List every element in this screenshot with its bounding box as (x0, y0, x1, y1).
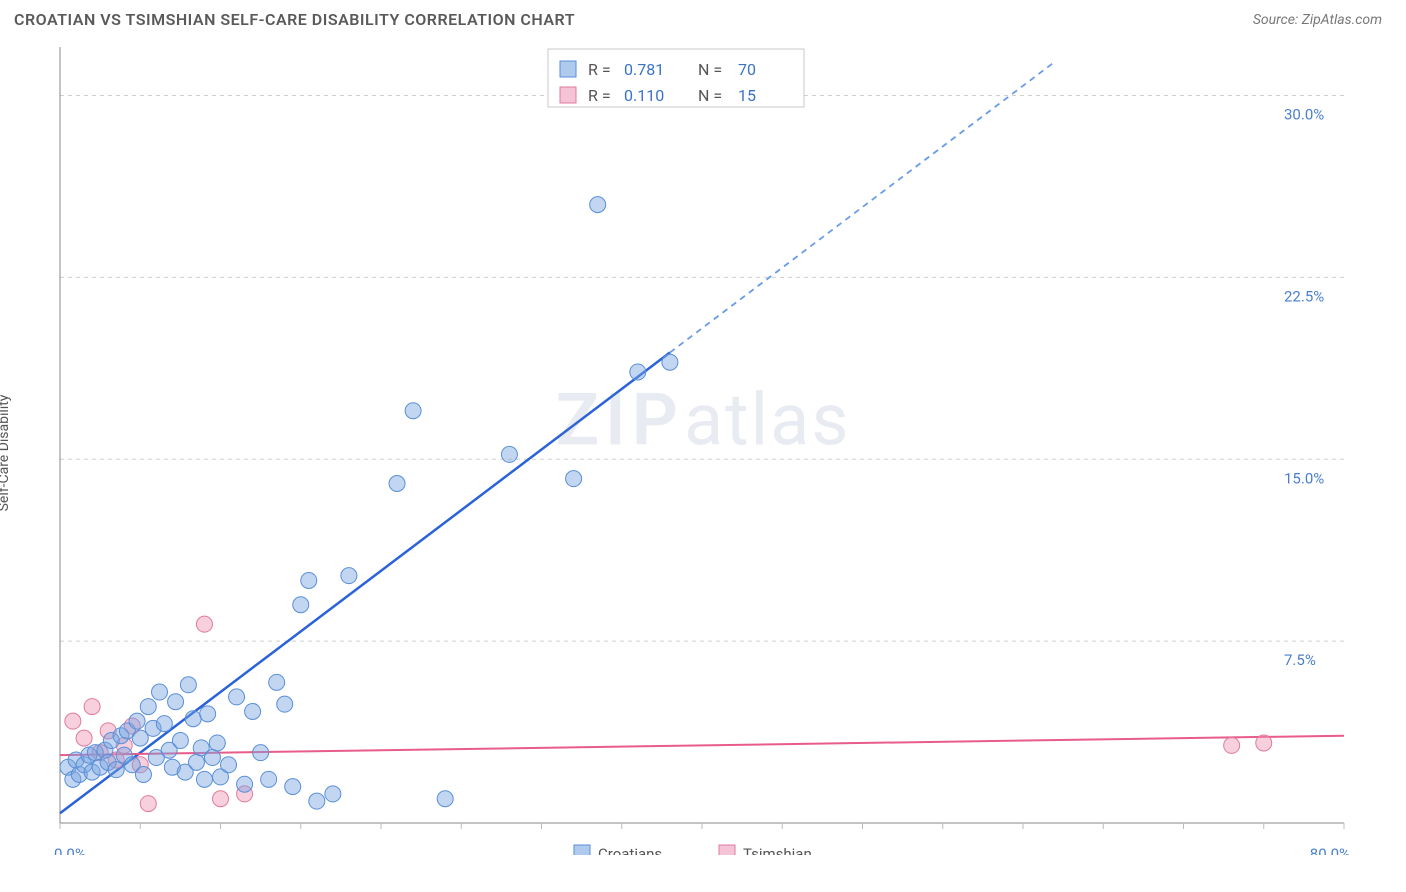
correlation-chart: 7.5% 15.0% 22.5% 30.0% 0.0% 80.0% R = 0.781 N = 7… (14, 35, 1374, 855)
data-point-croatians (135, 767, 151, 783)
data-point-croatians (172, 733, 188, 749)
legend-swatch (560, 87, 576, 103)
legend-r-label: R = (588, 86, 611, 105)
data-point-croatians (200, 706, 216, 722)
chart-title: CROATIAN VS TSIMSHIAN SELF-CARE DISABILI… (14, 10, 575, 29)
data-point-tsimshian (1224, 737, 1240, 753)
data-point-croatians (590, 197, 606, 213)
chart-container: Self-Care Disability ZIPatlas 7.5%15.0%2… (14, 35, 1392, 855)
data-point-tsimshian (65, 713, 81, 729)
data-point-tsimshian (1256, 735, 1272, 751)
x-tick-label: 80.0% (1310, 845, 1350, 855)
data-point-croatians (325, 786, 341, 802)
y-tick-label: 15.0% (1284, 469, 1324, 487)
data-point-croatians (140, 699, 156, 715)
data-point-croatians (129, 713, 145, 729)
data-point-croatians (437, 791, 453, 807)
data-point-tsimshian (140, 796, 156, 812)
legend-r-value: 0.110 (624, 86, 664, 105)
data-point-croatians (301, 573, 317, 589)
data-point-croatians (229, 689, 245, 705)
y-tick-label: 30.0% (1284, 106, 1324, 124)
data-point-croatians (269, 674, 285, 690)
legend-n-label: N = (698, 60, 722, 79)
data-point-croatians (630, 364, 646, 380)
data-point-croatians (209, 735, 225, 751)
data-point-croatians (501, 446, 517, 462)
legend-swatch (574, 845, 590, 855)
data-point-tsimshian (196, 616, 212, 632)
legend-r-value: 0.781 (624, 60, 664, 79)
legend-n-value: 70 (738, 60, 756, 79)
data-point-croatians (156, 716, 172, 732)
data-point-croatians (341, 568, 357, 584)
legend-n-label: N = (698, 86, 722, 105)
data-point-croatians (221, 757, 237, 773)
legend-swatch (719, 845, 735, 855)
data-point-croatians (285, 779, 301, 795)
data-point-croatians (261, 771, 277, 787)
data-point-croatians (566, 471, 582, 487)
data-point-croatians (389, 476, 405, 492)
data-point-tsimshian (84, 699, 100, 715)
data-point-croatians (168, 694, 184, 710)
data-point-croatians (188, 754, 204, 770)
stats-legend (548, 49, 804, 107)
data-point-croatians (277, 696, 293, 712)
x-tick-label: 0.0% (54, 845, 86, 855)
data-point-croatians (196, 771, 212, 787)
data-point-croatians (237, 776, 253, 792)
data-point-croatians (662, 354, 678, 370)
data-point-croatians (309, 793, 325, 809)
data-point-croatians (204, 750, 220, 766)
source-attribution: Source: ZipAtlas.com (1253, 12, 1382, 28)
legend-swatch (560, 61, 576, 77)
legend-series-label: Croatians (598, 845, 662, 855)
data-point-croatians (180, 677, 196, 693)
y-tick-label: 22.5% (1284, 287, 1324, 305)
data-point-tsimshian (76, 730, 92, 746)
data-point-croatians (185, 711, 201, 727)
data-point-croatians (253, 745, 269, 761)
trend-line-croatians (60, 353, 670, 814)
data-point-croatians (293, 597, 309, 613)
data-point-croatians (405, 403, 421, 419)
legend-n-value: 15 (738, 86, 756, 105)
data-point-croatians (152, 684, 168, 700)
y-tick-label: 7.5% (1284, 651, 1316, 669)
data-point-croatians (245, 703, 261, 719)
data-point-tsimshian (213, 791, 229, 807)
legend-r-label: R = (588, 60, 611, 79)
data-point-croatians (108, 762, 124, 778)
legend-series-label: Tsimshian (743, 845, 812, 855)
y-axis-label: Self-Care Disability (0, 395, 12, 512)
